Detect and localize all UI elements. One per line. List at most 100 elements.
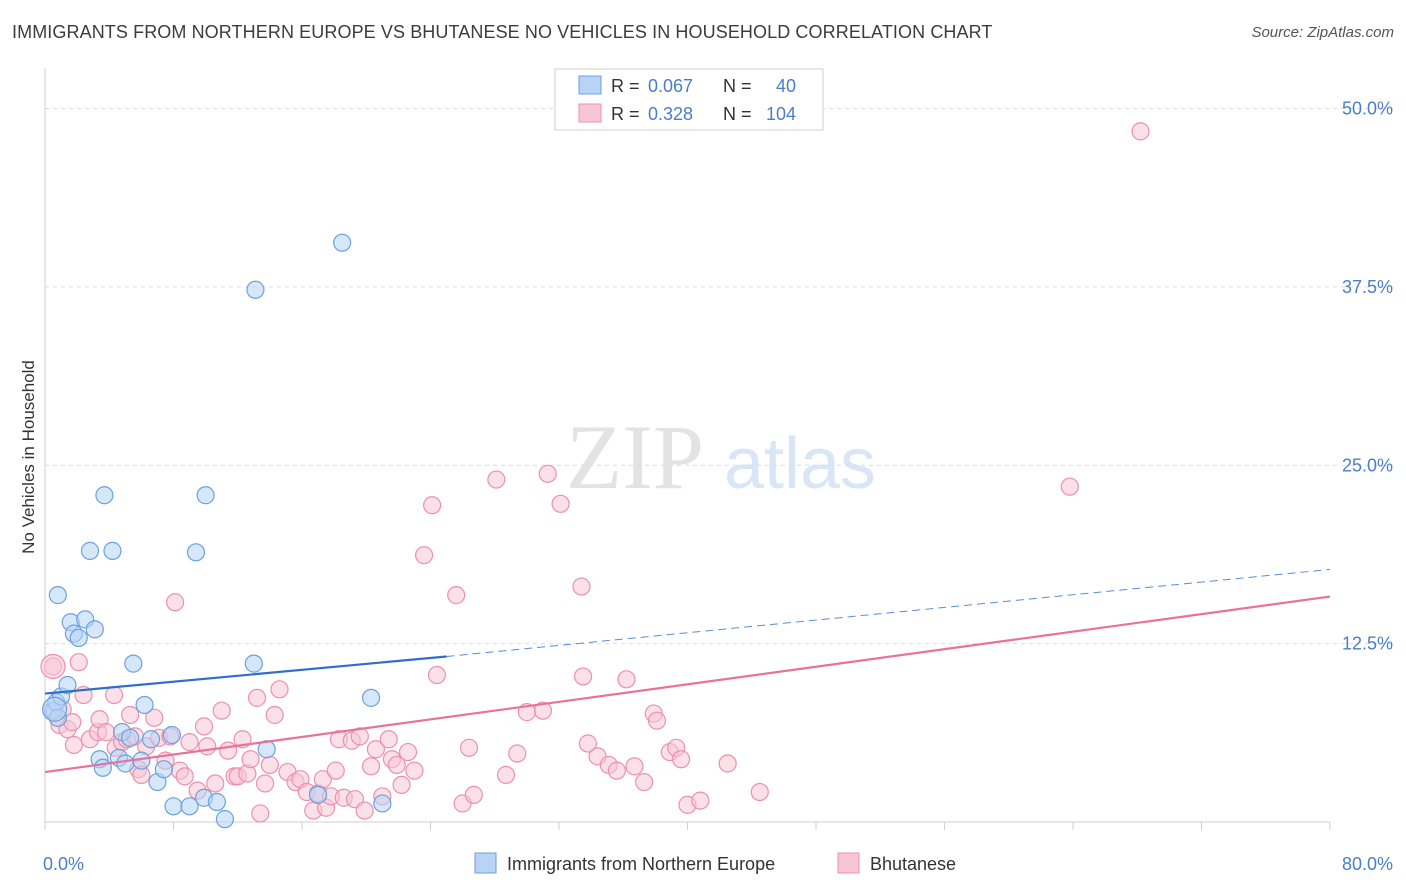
point-bhutanese [350,727,369,746]
trend-line-northern-europe [44,655,447,695]
point-bhutanese [121,705,140,725]
point-bhutanese [718,754,737,773]
legend-n-value-2: 104 [766,104,796,124]
point-northern-europe [135,695,154,715]
point-northern-europe [196,486,215,505]
watermark-zip: ZIP [566,406,704,508]
point-bhutanese [104,685,124,705]
point-bhutanese [251,804,270,823]
x-tick-labels: 0.0% 80.0% [43,854,1393,874]
point-bhutanese [578,734,598,753]
point-bhutanese [64,735,84,755]
series-legend-label-blue: Immigrants from Northern Europe [507,854,775,874]
correlation-legend: R = 0.067 N = 40 R = 0.328 N = 104 [554,68,824,131]
legend-r-label-2: R = [611,104,640,124]
point-northern-europe [124,654,143,673]
series-legend-swatch-pink [837,852,860,874]
point-bhutanese [533,701,553,720]
point-northern-europe [121,728,140,747]
y-tick-label: 50.0% [1342,99,1393,119]
x-tick-label: 0.0% [43,854,84,874]
y-tick-label: 12.5% [1342,634,1393,654]
y-tick-label: 37.5% [1342,277,1393,297]
point-bhutanese [361,757,381,776]
point-bhutanese [206,774,225,793]
point-bhutanese [405,761,424,780]
watermark-atlas: atlas [724,424,876,504]
point-bhutanese [180,732,199,752]
point-northern-europe [95,486,114,505]
point-bhutanese [247,688,267,707]
point-bhutanese [96,723,116,742]
point-northern-europe [141,730,161,749]
point-bhutanese [496,765,516,785]
point-northern-europe [244,654,263,673]
point-bhutanese [551,494,570,513]
point-northern-europe [162,725,181,745]
point-bhutanese [447,586,466,605]
point-bhutanese [194,717,214,736]
series-legend: Immigrants from Northern Europe Bhutanes… [474,852,956,874]
northern-europe-points [42,233,392,829]
legend-n-label-1: N = [723,76,752,96]
point-northern-europe [186,543,206,562]
point-bhutanese [260,755,279,775]
point-bhutanese [326,761,345,780]
trend-line-bhutanese [44,595,1331,774]
point-northern-europe [80,541,100,560]
point-bhutanese [175,767,194,786]
x-tick-label: 80.0% [1342,854,1393,874]
point-bhutanese [538,464,557,483]
point-bhutanese [487,470,506,489]
point-northern-europe-cluster [42,696,68,722]
point-northern-europe [215,810,234,829]
trend-line-northern-europe-extension [446,568,1331,657]
point-bhutanese [392,775,411,795]
point-bhutanese [607,761,626,780]
point-northern-europe [333,233,352,252]
point-bhutanese [398,742,418,762]
point-bhutanese [572,577,591,596]
legend-n-label-2: N = [723,104,752,124]
point-northern-europe [373,794,392,813]
point-northern-europe [48,586,67,605]
point-bhutanese [255,774,275,793]
point-bhutanese [355,801,374,820]
point-bhutanese [423,496,442,515]
point-bhutanese [625,757,644,776]
point-northern-europe [246,280,265,299]
point-bhutanese [617,670,636,689]
point-bhutanese [241,750,260,769]
point-northern-europe [93,758,112,777]
point-bhutanese-cluster [40,653,66,680]
point-bhutanese [69,653,88,672]
point-northern-europe [69,628,88,648]
y-tick-labels: 12.5% 25.0% 37.5% 50.0% [1342,99,1393,654]
legend-n-value-1: 40 [776,76,796,96]
point-bhutanese [750,782,769,802]
trend-lines [44,568,1331,774]
legend-swatch-blue [578,75,602,95]
point-bhutanese [635,772,654,792]
point-bhutanese [265,705,284,725]
legend-r-value-1: 0.067 [648,76,693,96]
point-northern-europe [85,620,104,639]
point-bhutanese [647,711,667,730]
series-legend-swatch-blue [474,852,497,874]
point-northern-europe [116,754,135,773]
y-axis-label: No Vehicles in Household [19,360,38,554]
point-northern-europe [103,541,122,560]
point-northern-europe [180,797,199,816]
source-credit: Source: ZipAtlas.com [1251,24,1394,41]
point-bhutanese [1131,122,1150,141]
series-legend-label-pink: Bhutanese [870,854,956,874]
point-northern-europe [58,675,77,695]
point-bhutanese [573,667,593,686]
point-bhutanese [379,730,398,749]
point-bhutanese [1060,477,1079,496]
point-northern-europe [154,760,173,779]
point-northern-europe [164,797,183,816]
point-bhutanese [508,744,527,763]
point-bhutanese [145,708,164,727]
